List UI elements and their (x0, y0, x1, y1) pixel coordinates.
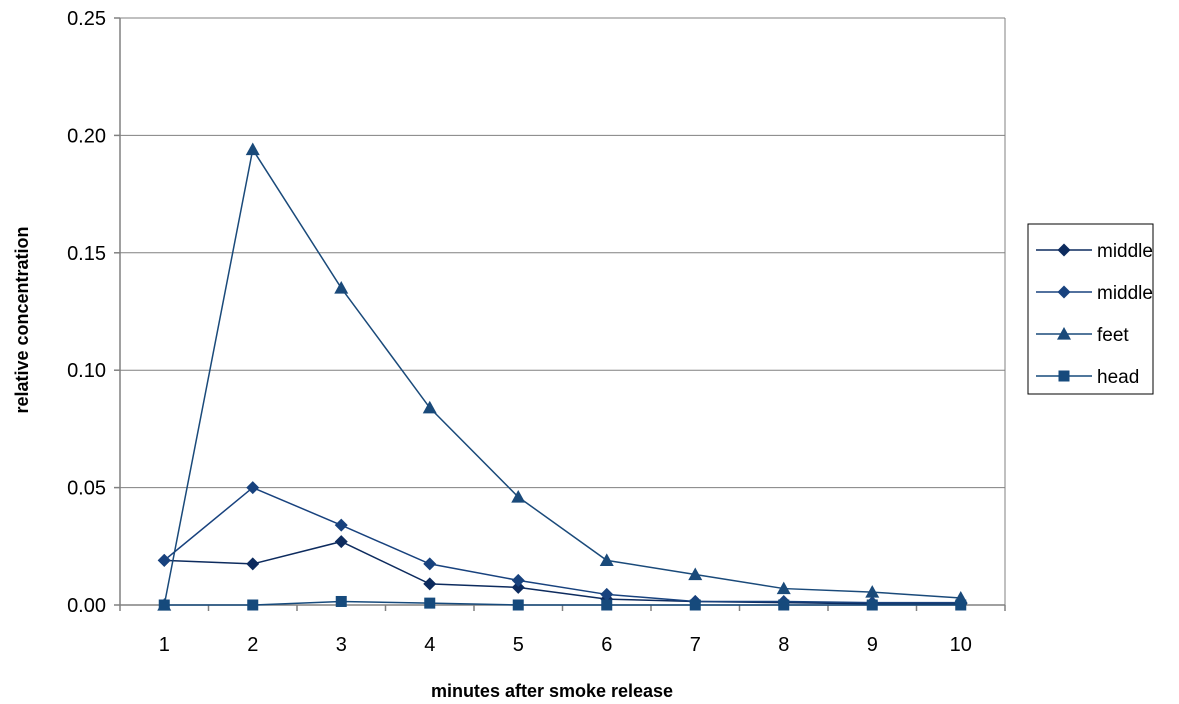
legend-entry: feet (1036, 325, 1129, 346)
series-middle-1 (157, 535, 968, 611)
data-point (778, 599, 790, 611)
x-tick-label: 4 (424, 634, 435, 656)
data-point (866, 599, 878, 611)
data-point (599, 553, 614, 566)
data-point (423, 577, 437, 591)
x-tick-label: 3 (336, 634, 347, 656)
data-point (157, 553, 171, 567)
series-feet-3 (157, 142, 968, 611)
legend-marker (1058, 370, 1070, 382)
x-tick-label: 1 (159, 634, 170, 656)
legend-entry: head (1036, 367, 1139, 388)
data-point (422, 400, 437, 414)
data-point (334, 518, 348, 532)
x-tick-label: 10 (950, 634, 972, 656)
x-tick-label: 9 (867, 634, 878, 656)
legend-box (1027, 223, 1154, 395)
legend-marker (1057, 327, 1071, 340)
data-point (158, 599, 170, 611)
legend-entry: middle (1036, 241, 1153, 262)
gridlines (114, 17, 1006, 611)
series-line (164, 540, 961, 605)
axes (119, 18, 1006, 606)
data-point (511, 489, 526, 503)
data-point (511, 580, 525, 594)
data-point (512, 599, 524, 611)
data-point (335, 595, 347, 607)
data-point (955, 599, 967, 611)
x-tick-labels: 1 2 3 4 5 6 7 8 9 10 (159, 634, 972, 656)
y-tick-label: 0.15 (67, 243, 106, 265)
legend: middle middle feet head (1027, 223, 1154, 395)
x-tick-label: 2 (247, 634, 258, 656)
x-tick-label: 7 (690, 634, 701, 656)
data-point (334, 281, 349, 294)
data-point (334, 535, 348, 549)
legend-label: head (1097, 367, 1139, 388)
data-point (246, 557, 260, 571)
legend-entries: middle middle feet head (1036, 241, 1153, 388)
legend-label: feet (1097, 325, 1129, 346)
data-point (246, 481, 260, 495)
data-point (865, 585, 880, 598)
y-tick-label: 0.00 (67, 595, 106, 617)
y-tick-label: 0.05 (67, 478, 106, 500)
y-axis-title: relative concentration (12, 226, 32, 413)
data-point (423, 557, 437, 571)
data-point (247, 599, 259, 611)
y-tick-labels: 0.00 0.05 0.10 0.15 0.20 0.25 (67, 8, 106, 617)
x-tick-label: 5 (513, 634, 524, 656)
data-point (688, 567, 703, 581)
series-line (164, 600, 961, 606)
series (157, 142, 968, 611)
data-point (601, 599, 613, 611)
y-tick-label: 0.25 (67, 8, 106, 30)
legend-marker (1057, 285, 1071, 299)
legend-entry: middle (1036, 283, 1153, 304)
series-line (163, 486, 961, 604)
data-point (689, 599, 701, 611)
x-axis-title: minutes after smoke release (431, 681, 673, 701)
legend-label: middle (1097, 283, 1153, 304)
data-point (424, 597, 436, 609)
series-head-4 (158, 595, 967, 611)
data-point (600, 587, 614, 601)
legend-label: middle (1097, 241, 1153, 262)
legend-marker (1057, 243, 1071, 257)
series-middle-2 (157, 481, 968, 610)
y-tick-label: 0.20 (67, 125, 106, 147)
series-line (163, 147, 961, 606)
data-point (776, 581, 791, 595)
data-point (511, 573, 525, 587)
x-tick-label: 8 (778, 634, 789, 656)
y-tick-label: 0.10 (67, 360, 106, 382)
x-tick-label: 6 (601, 634, 612, 656)
data-point (245, 142, 260, 156)
